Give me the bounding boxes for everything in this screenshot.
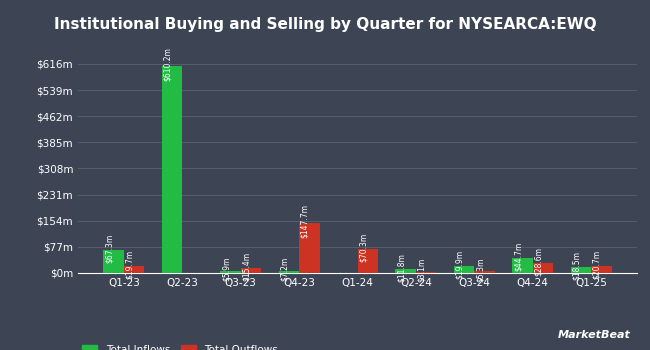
Text: $67.3m: $67.3m bbox=[105, 234, 114, 263]
Bar bbox=[220, 271, 240, 273]
Bar bbox=[279, 271, 299, 273]
Text: $19.7m: $19.7m bbox=[125, 250, 134, 279]
Text: $44.7m: $44.7m bbox=[514, 241, 523, 271]
Text: $11.8m: $11.8m bbox=[396, 253, 406, 282]
Text: $15.4m: $15.4m bbox=[242, 252, 251, 281]
Bar bbox=[103, 250, 124, 273]
Bar bbox=[474, 271, 495, 273]
Bar bbox=[162, 66, 182, 273]
Text: MarketBeat: MarketBeat bbox=[558, 329, 630, 340]
Bar bbox=[240, 268, 261, 273]
Bar bbox=[416, 272, 436, 273]
Text: $18.5m: $18.5m bbox=[572, 251, 581, 280]
Legend: Total Inflows, Total Outflows: Total Inflows, Total Outflows bbox=[77, 341, 282, 350]
Bar bbox=[571, 267, 591, 273]
Text: $70.3m: $70.3m bbox=[359, 233, 368, 262]
Text: $7.2m: $7.2m bbox=[280, 257, 289, 281]
Bar bbox=[512, 258, 533, 273]
Text: $20.7m: $20.7m bbox=[592, 250, 601, 279]
Text: $28.6m: $28.6m bbox=[534, 247, 543, 276]
Bar bbox=[454, 266, 474, 273]
Bar bbox=[591, 266, 612, 273]
Text: $5.9m: $5.9m bbox=[222, 257, 231, 281]
Text: $19.9m: $19.9m bbox=[455, 250, 464, 279]
Text: Institutional Buying and Selling by Quarter for NYSEARCA:EWQ: Institutional Buying and Selling by Quar… bbox=[54, 18, 596, 33]
Bar bbox=[395, 269, 416, 273]
Bar bbox=[358, 249, 378, 273]
Bar bbox=[299, 223, 320, 273]
Text: $147.7m: $147.7m bbox=[300, 204, 309, 238]
Text: $5.3m: $5.3m bbox=[476, 257, 484, 282]
Text: $610.2m: $610.2m bbox=[163, 47, 172, 81]
Text: $3.1m: $3.1m bbox=[417, 258, 426, 282]
Bar bbox=[533, 263, 553, 273]
Bar bbox=[124, 266, 144, 273]
